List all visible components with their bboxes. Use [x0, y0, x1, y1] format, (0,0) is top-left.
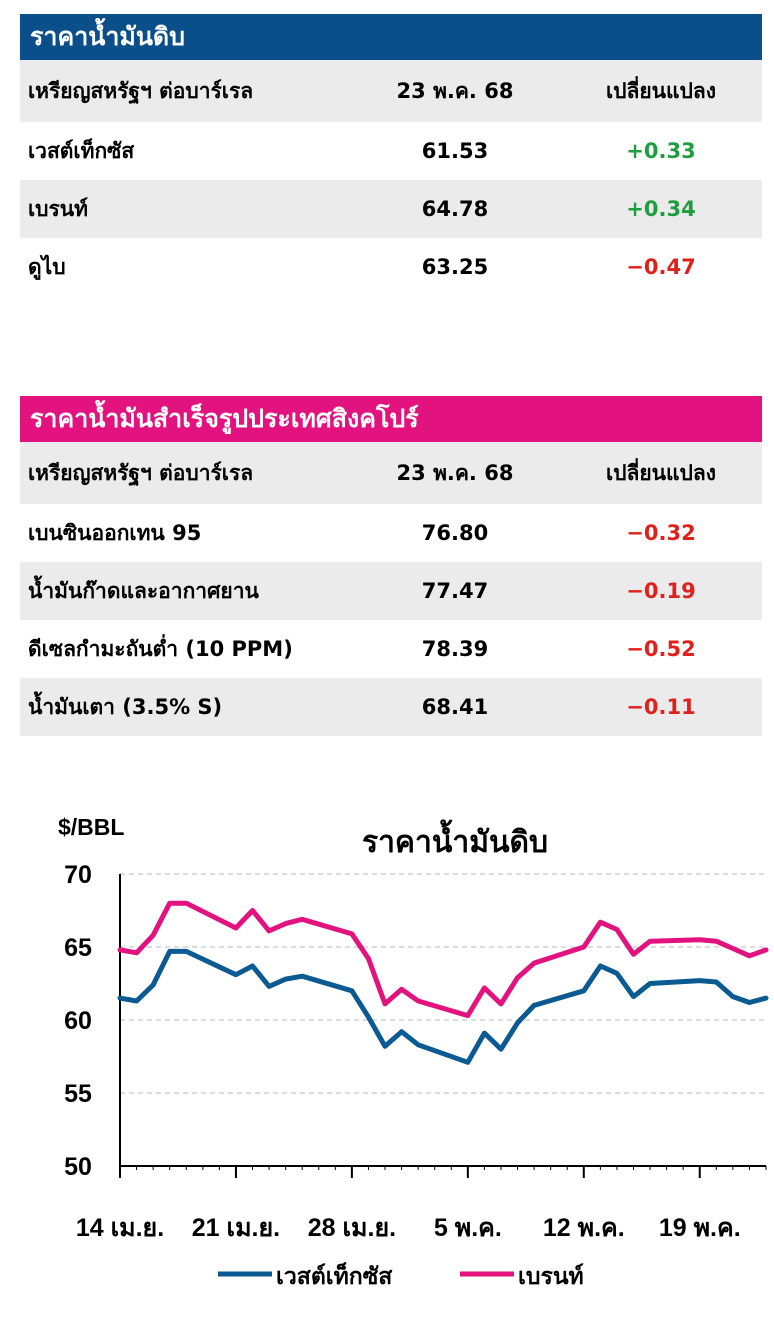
x-tick-label: 14 เม.ย.	[76, 1214, 164, 1242]
y-tick-label: 50	[64, 1153, 92, 1181]
row-name: เบรนท์	[28, 196, 88, 221]
legend-wti-label: เวสต์เท็กซัส	[276, 1261, 393, 1290]
col-unit-header: เหรียญสหรัฐฯ ต่อบาร์เรล	[28, 460, 254, 485]
row-change: −0.52	[626, 637, 696, 661]
table-row: เบนซินออกเทน 95 76.80 −0.32	[20, 504, 762, 562]
row-price: 68.41	[421, 695, 489, 719]
table-row: น้ำมันก๊าดและอากาศยาน 77.47 −0.19	[20, 562, 762, 620]
wti-series-line	[117, 948, 769, 1065]
col-date-header: 23 พ.ค. 68	[396, 460, 514, 485]
row-name: เบนซินออกเทน 95	[28, 520, 202, 545]
refined-table-header: เหรียญสหรัฐฯ ต่อบาร์เรล 23 พ.ค. 68 เปลี่…	[20, 442, 762, 504]
row-price: 76.80	[421, 521, 489, 545]
col-change-header: เปลี่ยนแปลง	[605, 460, 717, 485]
col-date-header: 23 พ.ค. 68	[396, 78, 514, 103]
row-change: +0.33	[626, 139, 696, 163]
crude-price-chart: $/BBL ราคาน้ำมันดิบ 70 65 60 55 50 14 เม.ย. 2…	[58, 814, 769, 1290]
row-name: น้ำมันเตา (3.5% S)	[28, 694, 223, 719]
table-row: เวสต์เท็กซัส 61.53 +0.33	[20, 122, 762, 180]
crude-table-header: เหรียญสหรัฐฯ ต่อบาร์เรล 23 พ.ค. 68 เปลี่…	[20, 60, 762, 122]
row-price: 77.47	[421, 579, 489, 603]
row-name: ดูไบ	[28, 254, 66, 279]
x-tick-label: 19 พ.ค.	[659, 1214, 741, 1242]
y-tick-label: 55	[64, 1080, 92, 1108]
row-price: 61.53	[421, 139, 489, 163]
row-name: ดีเซลกำมะถันต่ำ (10 PPM)	[28, 636, 293, 661]
y-tick-label: 60	[64, 1007, 92, 1035]
y-tick-labels: 70 65 60 55 50	[64, 861, 92, 1181]
row-price: 78.39	[421, 637, 489, 661]
row-price: 64.78	[421, 197, 489, 221]
y-tick-label: 70	[64, 861, 92, 889]
x-tick-label: 28 เม.ย.	[308, 1214, 396, 1242]
series-lines	[117, 900, 769, 1065]
col-change-header: เปลี่ยนแปลง	[605, 78, 717, 103]
table-row: ดูไบ 63.25 −0.47	[20, 238, 762, 296]
row-name: น้ำมันก๊าดและอากาศยาน	[28, 578, 259, 603]
refined-oil-title: ราคาน้ำมันสำเร็จรูปประเทศสิงคโปร์	[20, 396, 762, 442]
table-row: ดีเซลกำมะถันต่ำ (10 PPM) 78.39 −0.52	[20, 620, 762, 678]
axes	[119, 874, 767, 1178]
row-change: −0.19	[626, 579, 696, 603]
x-tick-labels: 14 เม.ย. 21 เม.ย. 28 เม.ย. 5 พ.ค. 12 พ.ค. 19 …	[76, 1214, 741, 1242]
col-unit-header: เหรียญสหรัฐฯ ต่อบาร์เรล	[28, 78, 254, 103]
row-change: −0.47	[626, 255, 696, 279]
table-row: เบรนท์ 64.78 +0.34	[20, 180, 762, 238]
legend-brent-label: เบรนท์	[518, 1263, 584, 1290]
table-row: น้ำมันเตา (3.5% S) 68.41 −0.11	[20, 678, 762, 736]
row-change: −0.11	[626, 695, 696, 719]
legend: เวสต์เท็กซัส เบรนท์	[218, 1261, 584, 1290]
crude-oil-panel: ราคาน้ำมันดิบ เหรียญสหรัฐฯ ต่อบาร์เรล 23…	[20, 14, 762, 296]
x-tick-label: 12 พ.ค.	[543, 1214, 625, 1242]
brent-series-line	[117, 900, 769, 1019]
row-price: 63.25	[421, 255, 489, 279]
x-tick-label: 21 เม.ย.	[192, 1214, 280, 1242]
row-change: +0.34	[626, 197, 696, 221]
y-axis-title: $/BBL	[58, 814, 124, 840]
row-change: −0.32	[626, 521, 696, 545]
refined-oil-panel: ราคาน้ำมันสำเร็จรูปประเทศสิงคโปร์ เหรียญ…	[20, 396, 762, 736]
x-tick-label: 5 พ.ค.	[434, 1214, 502, 1242]
row-name: เวสต์เท็กซัส	[28, 138, 135, 163]
chart-title: ราคาน้ำมันดิบ	[362, 819, 548, 860]
crude-oil-title: ราคาน้ำมันดิบ	[20, 14, 762, 60]
y-tick-label: 65	[64, 934, 92, 962]
